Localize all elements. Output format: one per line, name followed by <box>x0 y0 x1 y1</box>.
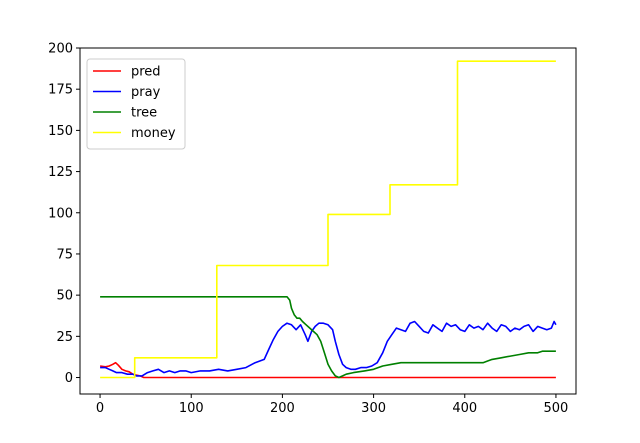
x-tick-label: 500 <box>544 401 569 416</box>
legend-label-tree: tree <box>131 106 157 121</box>
series-line-money <box>100 60 556 379</box>
y-tick-label: 50 <box>56 289 73 304</box>
x-tick-label: 200 <box>270 401 295 416</box>
legend-label-pray: pray <box>131 85 161 100</box>
y-tick-label: 75 <box>56 247 73 262</box>
legend-label-money: money <box>131 126 176 141</box>
y-tick-label: 150 <box>48 124 73 139</box>
legend-label-pred: pred <box>131 65 161 80</box>
x-tick-label: 400 <box>452 401 477 416</box>
legend: pred pray tree money <box>86 58 186 150</box>
series-line-pray <box>100 320 557 377</box>
legend-box <box>86 58 186 150</box>
series-line-tree <box>100 296 556 379</box>
x-tick-label: 0 <box>96 401 104 416</box>
y-tick-label: 0 <box>65 371 73 386</box>
y-tick-label: 25 <box>56 330 73 345</box>
x-axis: 0 100 200 300 400 500 <box>96 394 568 416</box>
y-tick-label: 175 <box>48 83 73 98</box>
y-tick-label: 125 <box>48 165 73 180</box>
y-tick-label: 200 <box>48 42 73 57</box>
y-axis: 0 25 50 75 100 125 150 175 200 <box>48 42 80 386</box>
y-tick-label: 100 <box>48 206 73 221</box>
x-tick-label: 100 <box>179 401 204 416</box>
x-tick-label: 300 <box>361 401 386 416</box>
series-layer <box>99 60 557 379</box>
plot-frame <box>79 47 577 395</box>
